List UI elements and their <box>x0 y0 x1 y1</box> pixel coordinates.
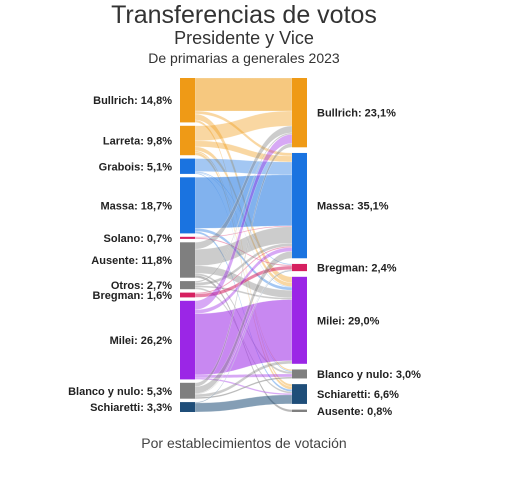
source-node-blanco-y-nulo[interactable] <box>180 382 195 399</box>
source-label-milei: Milei: 26,2% <box>110 335 173 347</box>
source-label-massa: Massa: 18,7% <box>100 200 172 212</box>
chart-subsubtitle: De primarias a generales 2023 <box>148 50 340 66</box>
target-label-massa: Massa: 35,1% <box>317 201 389 213</box>
source-node-otros[interactable] <box>180 281 195 290</box>
target-node-bullrich[interactable] <box>292 78 307 148</box>
target-node-schiaretti[interactable] <box>292 384 307 404</box>
source-node-solano[interactable] <box>180 236 195 239</box>
source-node-grabois[interactable] <box>180 158 195 174</box>
source-label-schiaretti: Schiaretti: 3,3% <box>90 402 172 414</box>
target-label-milei: Milei: 29,0% <box>317 315 380 327</box>
chart-subtitle: Presidente y Vice <box>174 28 314 48</box>
source-label-solano: Solano: 0,7% <box>104 233 173 245</box>
flow-blanco-y-nulo-to-blanco-y-nulo[interactable] <box>194 376 293 399</box>
target-label-bregman: Bregman: 2,4% <box>317 263 397 275</box>
target-node-ausente[interactable] <box>292 409 307 412</box>
source-node-bregman[interactable] <box>180 292 195 298</box>
chart-footer: Por establecimientos de votación <box>141 435 347 451</box>
source-node-larreta[interactable] <box>180 125 195 156</box>
source-label-blanco-y-nulo: Blanco y nulo: 5,3% <box>68 386 172 398</box>
source-label-ausente: Ausente: 11,8% <box>91 255 172 267</box>
source-node-ausente[interactable] <box>180 242 195 278</box>
source-label-grabois: Grabois: 5,1% <box>99 161 173 173</box>
target-node-massa[interactable] <box>292 152 307 259</box>
source-label-bullrich: Bullrich: 14,8% <box>93 95 172 107</box>
chart-title: Transferencias de votos <box>111 1 377 29</box>
source-node-bullrich[interactable] <box>180 78 195 123</box>
target-label-bullrich: Bullrich: 23,1% <box>317 108 396 120</box>
target-label-ausente: Ausente: 0,8% <box>317 406 392 418</box>
source-node-schiaretti[interactable] <box>180 402 195 412</box>
source-node-milei[interactable] <box>180 300 195 380</box>
flow-links <box>194 77 293 413</box>
source-node-massa[interactable] <box>180 177 195 234</box>
nodes: Bullrich: 14,8% Larreta: 9,8% Grabois: 5,1… <box>68 78 421 418</box>
flow-blanco-y-nulo-to-massa[interactable] <box>194 251 293 394</box>
target-node-blanco-y-nulo[interactable] <box>292 369 307 379</box>
source-label-larreta: Larreta: 9,8% <box>103 136 172 148</box>
source-label-bregman: Bregman: 1,6% <box>93 290 173 302</box>
target-label-blanco-y-nulo: Blanco y nulo: 3,0% <box>317 369 421 381</box>
target-node-bregman[interactable] <box>292 263 307 272</box>
flow-bullrich-to-bullrich[interactable] <box>194 77 293 112</box>
source-label-otros: Otros: 2,7% <box>111 280 172 292</box>
target-node-milei[interactable] <box>292 276 307 364</box>
target-label-schiaretti: Schiaretti: 6,6% <box>317 389 399 401</box>
